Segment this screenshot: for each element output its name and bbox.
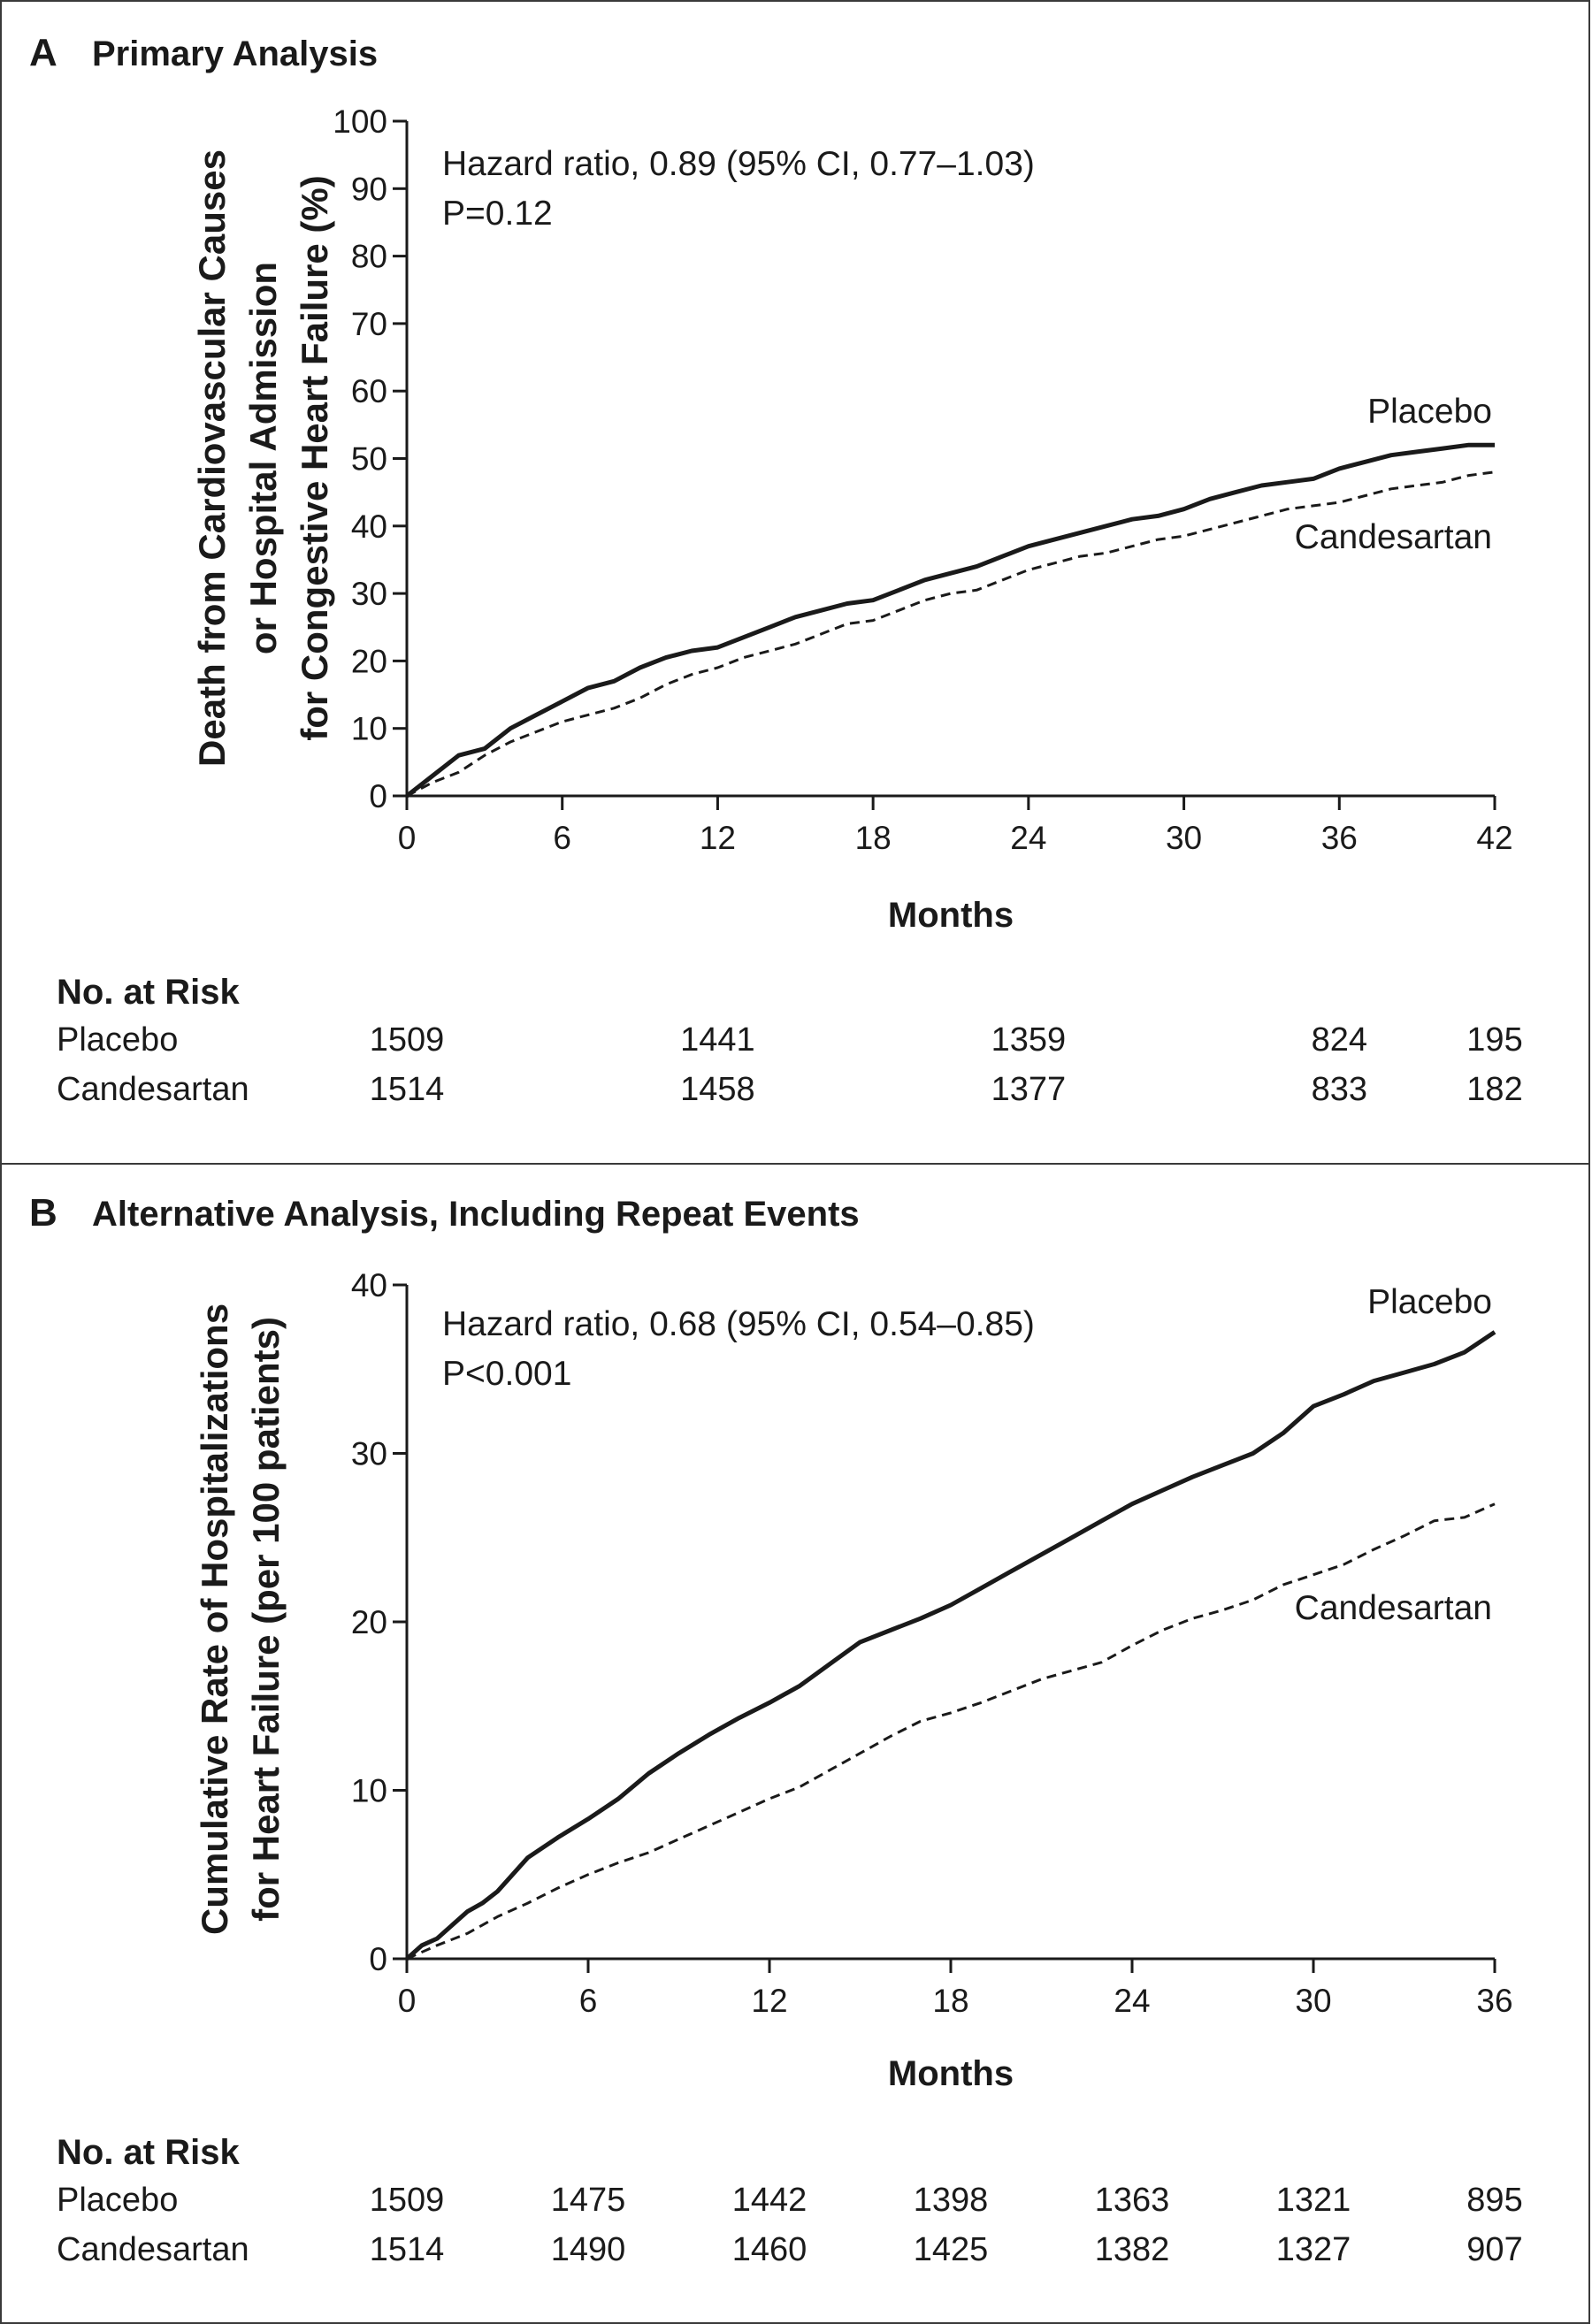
risk-value: 1377: [991, 1071, 1067, 1108]
x-tick-label: 24: [1010, 820, 1046, 856]
risk-value: 907: [1466, 2231, 1522, 2268]
x-tick-label: 24: [1114, 1983, 1150, 2019]
x-tick-label: 30: [1295, 1983, 1331, 2019]
risk-value: 1458: [680, 1071, 755, 1108]
series-line-candesartan: [406, 470, 1496, 798]
panel-title: Primary Analysis: [92, 34, 378, 73]
risk-value: 195: [1466, 1021, 1522, 1059]
hazard-annotation-line: P<0.001: [442, 1355, 571, 1393]
x-tick-label: 18: [932, 1983, 968, 2019]
risk-value: 824: [1312, 1021, 1367, 1059]
series-label-candesartan: Candesartan: [1295, 518, 1492, 556]
x-tick-label: 0: [398, 1983, 417, 2019]
series-label-placebo: Placebo: [1367, 393, 1492, 431]
hazard-annotation-line: Hazard ratio, 0.89 (95% CI, 0.77–1.03): [442, 145, 1035, 183]
y-tick-label: 20: [351, 1604, 387, 1640]
risk-value: 1514: [370, 1071, 445, 1108]
y-tick-label: 0: [369, 1941, 387, 1977]
series-line-candesartan: [406, 1502, 1496, 1961]
risk-value: 833: [1312, 1071, 1367, 1108]
panel-letter: A: [29, 31, 57, 74]
panel-b: [0, 1163, 1590, 2324]
series-label-candesartan: Candesartan: [1295, 1589, 1492, 1627]
y-axis-label-line: or Hospital Admission: [242, 262, 284, 654]
x-tick-label: 36: [1476, 1983, 1512, 2019]
x-tick-label: 42: [1476, 820, 1512, 856]
y-tick-label: 10: [351, 711, 387, 747]
y-tick-label: 50: [351, 441, 387, 478]
risk-value: 182: [1466, 1071, 1522, 1108]
series-line-placebo: [405, 1330, 1496, 1961]
x-axis-label: Months: [888, 896, 1014, 935]
y-tick-label: 60: [351, 373, 387, 409]
risk-value: 1321: [1276, 2182, 1351, 2219]
risk-row-label: Candesartan: [57, 1071, 249, 1108]
y-axis-label-line: Cumulative Rate of Hospitalizations: [194, 1303, 235, 1935]
risk-table-heading: No. at Risk: [57, 2133, 240, 2172]
y-tick-label: 40: [351, 1267, 387, 1303]
x-tick-label: 12: [751, 1983, 787, 2019]
risk-value: 1398: [914, 2182, 989, 2219]
risk-value: 1442: [732, 2182, 807, 2219]
y-axis-label-line: Death from Cardiovascular Causes: [191, 149, 233, 767]
x-tick-label: 6: [579, 1983, 598, 2019]
risk-table-heading: No. at Risk: [57, 973, 240, 1012]
risk-value: 895: [1466, 2182, 1522, 2219]
risk-value: 1460: [732, 2231, 807, 2268]
y-axis-label-line: for Heart Failure (per 100 patients): [245, 1317, 287, 1922]
y-tick-label: 100: [333, 103, 387, 140]
y-axis-label: Death from Cardiovascular Causes or Hospi…: [191, 149, 335, 767]
risk-row-label: Placebo: [57, 2182, 178, 2219]
x-axis-label: Months: [888, 2054, 1014, 2093]
y-tick-label: 20: [351, 643, 387, 679]
y-tick-label: 90: [351, 171, 387, 207]
risk-value: 1382: [1095, 2231, 1170, 2268]
x-tick-label: 18: [855, 820, 892, 856]
x-tick-label: 30: [1166, 820, 1202, 856]
y-tick-label: 10: [351, 1773, 387, 1809]
x-tick-label: 36: [1321, 820, 1358, 856]
risk-value: 1509: [370, 1021, 445, 1059]
risk-value: 1490: [551, 2231, 626, 2268]
y-tick-label: 30: [351, 1436, 387, 1472]
y-axis-label-line: for Congestive Heart Failure (%): [294, 175, 335, 740]
y-tick-label: 30: [351, 576, 387, 612]
y-tick-label: 0: [369, 778, 387, 814]
risk-row-label: Placebo: [57, 1021, 178, 1059]
y-tick-label: 70: [351, 306, 387, 342]
series-line-placebo: [405, 442, 1495, 798]
risk-value: 1363: [1095, 2182, 1170, 2219]
y-axis-label: Cumulative Rate of Hospitalizations for H…: [194, 1303, 287, 1935]
risk-value: 1425: [914, 2231, 989, 2268]
x-tick-label: 12: [700, 820, 736, 856]
hazard-annotation-line: P=0.12: [442, 195, 553, 233]
risk-value: 1475: [551, 2182, 626, 2219]
series-label-placebo: Placebo: [1367, 1283, 1492, 1321]
x-tick-label: 0: [398, 820, 417, 856]
risk-value: 1441: [680, 1021, 755, 1059]
y-tick-label: 40: [351, 508, 387, 545]
risk-value: 1327: [1276, 2231, 1351, 2268]
risk-value: 1514: [370, 2231, 445, 2268]
y-tick-label: 80: [351, 239, 387, 275]
hazard-annotation-line: Hazard ratio, 0.68 (95% CI, 0.54–0.85): [442, 1305, 1035, 1343]
risk-value: 1509: [370, 2182, 445, 2219]
x-tick-label: 6: [553, 820, 571, 856]
risk-row-label: Candesartan: [57, 2231, 249, 2268]
risk-value: 1359: [991, 1021, 1067, 1059]
panel-title: Alternative Analysis, Including Repeat E…: [92, 1195, 860, 1234]
panel-letter: B: [29, 1191, 57, 1235]
